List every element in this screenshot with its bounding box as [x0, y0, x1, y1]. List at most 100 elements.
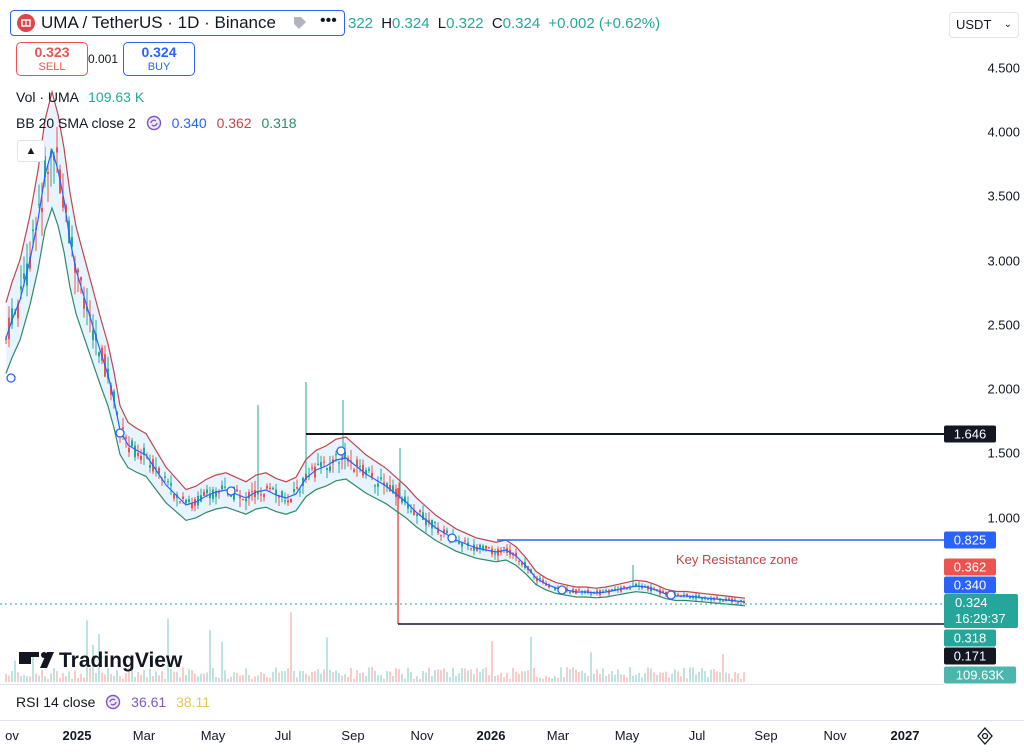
currency-select[interactable]: USDT ⌄ — [949, 12, 1019, 38]
time-label: Jul — [274, 728, 292, 743]
candle-body — [185, 499, 187, 504]
candle-body — [344, 451, 346, 459]
volume-bar — [137, 671, 139, 682]
candle-body — [728, 598, 730, 601]
volume-bar — [584, 673, 586, 682]
volume-bar — [239, 675, 241, 682]
volume-bar — [353, 678, 355, 682]
rsi-pane[interactable]: RSI 14 close 36.61 38.11 — [0, 684, 944, 721]
volume-bar — [299, 670, 301, 682]
volume-bar — [665, 671, 667, 682]
candle-body — [425, 518, 427, 526]
volume-bar — [227, 678, 229, 682]
rsi-legend-name: RSI 14 close — [16, 694, 96, 710]
volume-bar — [641, 677, 643, 682]
symbol-header[interactable]: UMA / TetherUS · 1D · Binance ••• — [10, 10, 345, 36]
volume-bar — [254, 676, 256, 682]
candle-body — [389, 484, 391, 492]
volume-bar — [461, 668, 463, 682]
volume-bar — [728, 673, 730, 682]
candle-body — [386, 483, 388, 488]
volume-bar — [23, 674, 25, 682]
volume-bar — [368, 667, 370, 682]
volume-bar — [131, 670, 133, 682]
event-marker[interactable] — [336, 446, 346, 456]
volume-bar — [242, 675, 244, 682]
candle-body — [419, 510, 421, 513]
price-label: 4.500 — [987, 60, 1020, 76]
volume-bar — [323, 669, 325, 682]
candle-body — [236, 489, 238, 492]
volume-bar — [215, 676, 217, 682]
rsi-legend[interactable]: RSI 14 close 36.61 38.11 — [16, 694, 210, 710]
volume-bar — [263, 673, 265, 682]
axis-settings-icon[interactable] — [976, 727, 994, 745]
volume-bar — [281, 671, 283, 682]
volume-bar — [722, 654, 724, 682]
candle-body — [398, 490, 400, 492]
more-icon[interactable]: ••• — [320, 12, 337, 29]
volume-bar — [530, 636, 532, 682]
volume-bar — [269, 677, 271, 682]
price-chart[interactable]: Key Resistance zone TradingView — [0, 0, 944, 684]
event-marker[interactable] — [6, 373, 16, 383]
candle-body — [314, 466, 316, 478]
volume-bar — [44, 676, 46, 682]
price-axis[interactable]: USDT ⌄ 4.500 4.000 3.500 3.000 2.500 2.0… — [944, 0, 1024, 720]
event-marker[interactable] — [226, 486, 236, 496]
volume-bar — [32, 651, 34, 682]
buy-button[interactable]: 0.324 BUY — [123, 42, 195, 76]
candle-body — [278, 495, 280, 498]
event-marker[interactable] — [557, 585, 567, 595]
rsi-settings-icon[interactable] — [105, 694, 121, 710]
volume-bars — [5, 612, 745, 682]
candle-body — [47, 171, 49, 174]
bb-legend[interactable]: BB 20 SMA close 2 0.340 0.362 0.318 — [16, 115, 297, 131]
candle-body — [440, 535, 442, 537]
volume-legend[interactable]: Vol · UMA 109.63 K — [16, 89, 144, 105]
candle-body — [296, 487, 298, 489]
volume-bar — [377, 674, 379, 682]
volume-bar — [434, 669, 436, 682]
event-marker[interactable] — [115, 428, 125, 438]
annotation-text[interactable]: Key Resistance zone — [676, 552, 798, 567]
volume-bar — [35, 673, 37, 682]
candle-body — [86, 306, 88, 312]
last-price-value: 0.324 — [955, 595, 988, 610]
time-axis[interactable] — [0, 720, 1024, 756]
candle-body — [191, 503, 193, 509]
volume-bar — [104, 674, 106, 682]
volume-bar — [143, 670, 145, 682]
volume-bar — [653, 672, 655, 682]
volume-bar — [401, 673, 403, 682]
event-marker[interactable] — [447, 533, 457, 543]
volume-bar — [497, 675, 499, 682]
tag-icon[interactable] — [293, 16, 307, 35]
candle-body — [71, 236, 73, 247]
watermark-text: TradingView — [59, 649, 183, 672]
sell-button[interactable]: 0.323 SELL — [16, 42, 88, 76]
candle-body — [437, 527, 439, 534]
candle-body — [272, 487, 274, 490]
volume-bar — [134, 677, 136, 682]
volume-bar — [719, 672, 721, 682]
collapse-legend-button[interactable]: ▲ — [17, 140, 45, 162]
uma-logo-icon — [17, 14, 35, 32]
candle-body — [188, 499, 190, 502]
volume-bar — [20, 676, 22, 682]
event-marker[interactable] — [666, 590, 676, 600]
volume-bar — [356, 669, 358, 682]
volume-bar — [71, 678, 73, 682]
candle-body — [56, 147, 58, 153]
volume-bar — [491, 641, 493, 682]
volume-bar — [365, 675, 367, 682]
volume-bar — [146, 677, 148, 682]
candle-body — [407, 503, 409, 509]
bb-settings-icon[interactable] — [146, 115, 162, 131]
volume-bar — [569, 669, 571, 682]
volume-bar — [668, 677, 670, 682]
bollinger-band-fill — [6, 92, 745, 606]
volume-bar — [551, 678, 553, 682]
volume-bar — [185, 675, 187, 682]
event-markers[interactable] — [6, 373, 676, 600]
